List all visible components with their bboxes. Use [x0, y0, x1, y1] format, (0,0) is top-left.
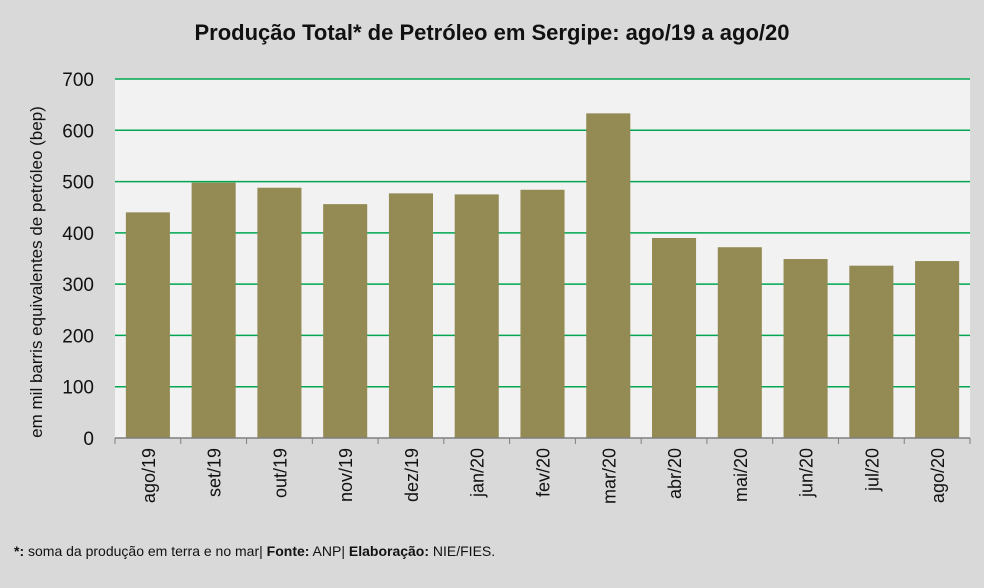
x-tick-label: mar/20: [599, 448, 619, 504]
footnote: *: soma da produção em terra e no mar| F…: [14, 543, 495, 559]
bar: [257, 187, 302, 438]
footnote-elaboracao-value: NIE/FIES.: [429, 543, 496, 559]
y-tick-label: 500: [62, 173, 94, 194]
x-tick-label: ago/20: [928, 448, 948, 503]
x-tick-label: mai/20: [731, 448, 751, 502]
y-tick-label: 200: [62, 326, 94, 347]
bar: [915, 261, 960, 438]
bar: [125, 212, 170, 438]
bar: [652, 237, 697, 438]
bar: [191, 182, 236, 438]
x-tick-label: jun/20: [797, 448, 817, 498]
x-tick-label: set/19: [205, 448, 225, 497]
bar: [323, 204, 368, 438]
footnote-text: soma da produção em terra e no mar|: [24, 543, 267, 559]
x-tick-label: out/19: [270, 448, 290, 498]
footnote-fonte-value: ANP|: [309, 543, 349, 559]
bar: [520, 189, 565, 438]
footnote-elaboracao-label: Elaboração:: [348, 543, 430, 559]
x-tick-label: jan/20: [468, 448, 488, 498]
bar: [388, 193, 433, 438]
y-tick-label: 700: [62, 70, 94, 91]
bar: [849, 265, 894, 438]
x-tick-label: nov/19: [336, 448, 356, 502]
y-tick-label: 100: [62, 378, 94, 399]
y-tick-label: 400: [62, 224, 94, 245]
bar: [454, 194, 499, 438]
x-tick-label: dez/19: [402, 448, 422, 502]
y-tick-label: 300: [62, 275, 94, 296]
x-tick-label: ago/19: [139, 448, 159, 503]
bar: [717, 247, 762, 438]
y-tick-label: 0: [83, 429, 94, 450]
footnote-fonte-label: Fonte:: [266, 543, 310, 559]
bar: [783, 259, 828, 438]
x-tick-label: abr/20: [665, 448, 685, 499]
footnote-marker: *:: [14, 543, 25, 559]
bar: [586, 113, 631, 439]
x-tick-label: fev/20: [534, 448, 554, 497]
y-tick-label: 600: [62, 121, 94, 142]
x-tick-label: jul/20: [862, 448, 882, 492]
chart-title: Produção Total* de Petróleo em Sergipe: …: [194, 20, 790, 45]
